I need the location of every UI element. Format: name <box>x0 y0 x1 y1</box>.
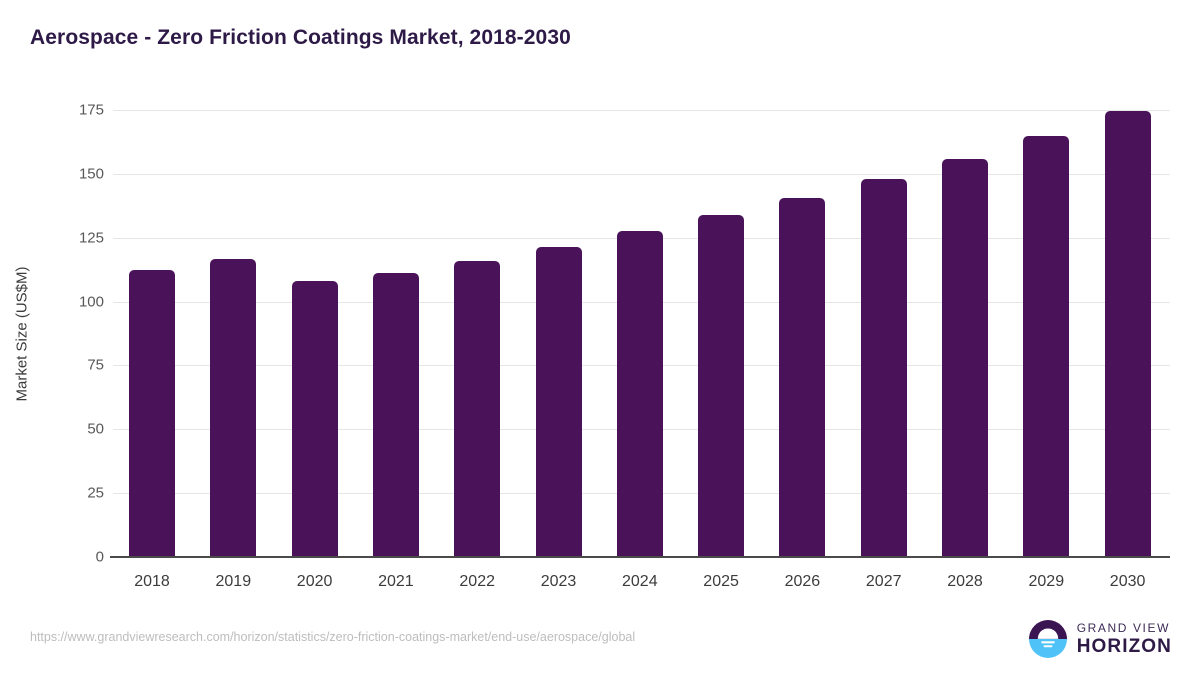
x-axis-tick-label: 2021 <box>378 573 414 590</box>
x-axis-tick-label: 2020 <box>296 573 333 590</box>
bar[interactable] <box>698 214 745 557</box>
brand-name-line1: GRAND VIEW <box>1076 621 1171 635</box>
x-axis-tick-label: 2022 <box>459 573 495 590</box>
x-axis-tick-label: 2030 <box>1109 573 1146 590</box>
horizon-circle-icon <box>1028 620 1067 658</box>
brand-logo-text: GRAND VIEW HORIZON <box>1077 622 1172 656</box>
bar[interactable] <box>1023 135 1070 557</box>
bar[interactable] <box>291 281 338 557</box>
bar[interactable] <box>860 178 907 557</box>
bar[interactable] <box>1104 111 1151 557</box>
y-axis-tick-label: 125 <box>78 229 104 247</box>
x-axis-tick-label: 2019 <box>215 573 252 590</box>
x-axis-tick-label: 2027 <box>865 573 902 590</box>
bar-series <box>113 110 1170 557</box>
x-axis-tick-label: 2023 <box>540 573 577 590</box>
axis-area: 0 25 50 75 100 125 150 175 2018 2019 2020 2021 2022… <box>79 102 1170 590</box>
bar[interactable] <box>372 273 419 557</box>
x-axis-tick-label: 2026 <box>784 573 821 590</box>
x-axis-line <box>110 556 1170 558</box>
x-axis-tick-label: 2028 <box>947 573 983 590</box>
y-axis-tick-label: 25 <box>87 484 104 502</box>
gridline <box>113 110 1170 111</box>
y-axis-tick-label: 175 <box>78 101 104 119</box>
x-axis-tick-label: 2025 <box>703 573 739 590</box>
gridline <box>113 173 1170 175</box>
y-axis-tick-label: 100 <box>78 293 104 311</box>
bar[interactable] <box>616 231 663 557</box>
page-title: Aerospace - Zero Friction Coatings Marke… <box>30 26 571 49</box>
y-axis-tick-label: 50 <box>87 420 104 438</box>
y-axis-tick-label: 0 <box>95 548 104 566</box>
x-axis-tick-label: 2024 <box>622 573 658 590</box>
bar[interactable] <box>454 260 501 557</box>
bar[interactable] <box>129 269 175 557</box>
brand-logo[interactable]: GRAND VIEW HORIZON <box>1028 618 1172 660</box>
bar[interactable] <box>779 198 826 557</box>
bar[interactable] <box>210 259 257 557</box>
x-axis-tick-label: 2018 <box>134 573 170 590</box>
horizon-logo-icon <box>1028 619 1068 659</box>
x-axis-tick-label: 2029 <box>1028 573 1065 590</box>
bar[interactable] <box>535 246 582 557</box>
brand-name-line2: HORIZON <box>1076 636 1172 657</box>
source-url[interactable]: https://www.grandviewresearch.com/horizo… <box>30 630 636 644</box>
y-axis-tick-label: 75 <box>87 356 104 374</box>
bar[interactable] <box>942 158 988 557</box>
y-axis-tick-label: 150 <box>78 165 104 183</box>
chart-plot-area: Market Size (US$M) 0 25 50 75 100 125 150 175 2… <box>14 102 1170 590</box>
